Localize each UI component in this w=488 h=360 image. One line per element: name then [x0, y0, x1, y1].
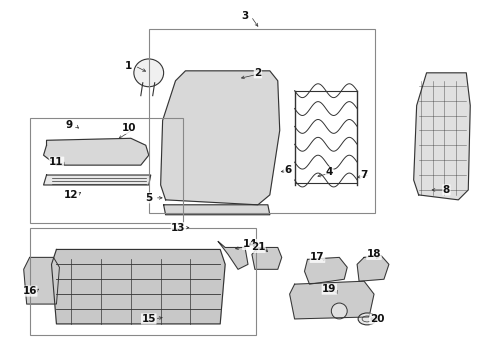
- Ellipse shape: [134, 59, 163, 87]
- Bar: [30, 118, 183, 223]
- Polygon shape: [251, 247, 281, 269]
- Text: 11: 11: [49, 157, 63, 167]
- Text: 8: 8: [442, 185, 449, 195]
- Text: 21: 21: [250, 243, 264, 252]
- Polygon shape: [161, 71, 279, 205]
- Polygon shape: [163, 205, 269, 215]
- Text: 2: 2: [254, 68, 261, 78]
- Text: 17: 17: [309, 252, 324, 262]
- Text: 6: 6: [284, 165, 291, 175]
- Text: 19: 19: [322, 284, 336, 294]
- Text: 10: 10: [122, 123, 136, 134]
- Ellipse shape: [357, 313, 375, 325]
- Polygon shape: [289, 281, 373, 319]
- Circle shape: [331, 303, 346, 319]
- Text: 20: 20: [369, 314, 384, 324]
- Text: 16: 16: [22, 286, 37, 296]
- Text: 5: 5: [145, 193, 152, 203]
- Polygon shape: [356, 255, 388, 281]
- Polygon shape: [51, 249, 224, 324]
- Text: 1: 1: [125, 61, 132, 71]
- Text: 14: 14: [242, 239, 257, 249]
- Polygon shape: [218, 242, 247, 269]
- Polygon shape: [43, 175, 150, 185]
- Polygon shape: [24, 257, 60, 304]
- Text: 9: 9: [66, 121, 73, 130]
- Polygon shape: [304, 257, 346, 284]
- Text: 4: 4: [325, 167, 332, 177]
- Text: 7: 7: [360, 170, 367, 180]
- Polygon shape: [43, 138, 148, 165]
- Text: 3: 3: [241, 11, 248, 21]
- Polygon shape: [413, 73, 469, 200]
- Bar: [148, 29, 374, 213]
- Text: 18: 18: [366, 249, 381, 260]
- Bar: [30, 228, 255, 335]
- Text: 12: 12: [64, 190, 79, 200]
- Text: 15: 15: [141, 314, 156, 324]
- Text: 13: 13: [171, 222, 185, 233]
